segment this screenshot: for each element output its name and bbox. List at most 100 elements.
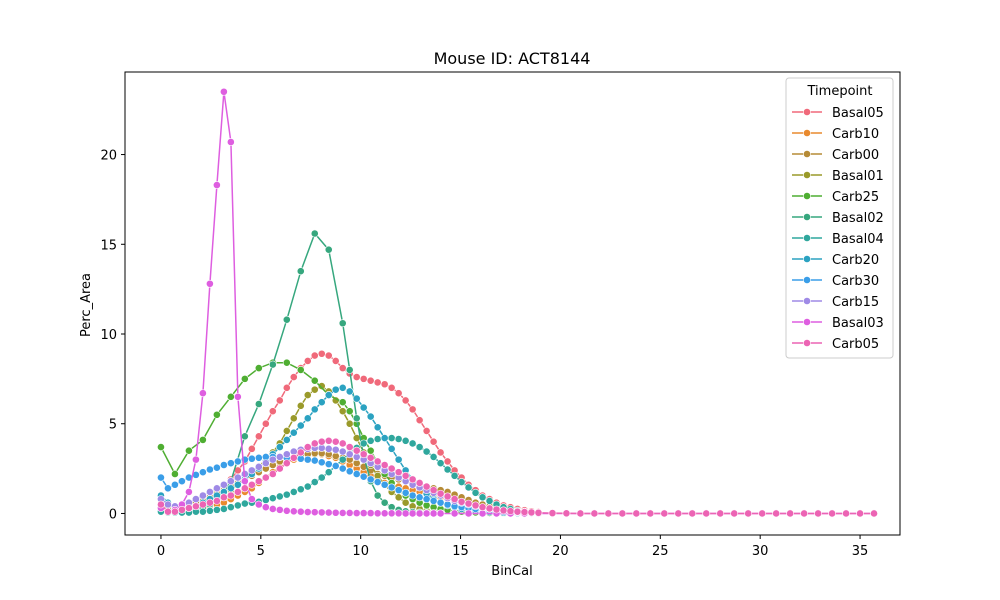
- data-point: [282, 358, 291, 367]
- data-point: [870, 509, 878, 518]
- data-point: [219, 87, 228, 96]
- data-point: [331, 508, 340, 517]
- data-point: [289, 453, 298, 462]
- data-point: [254, 432, 263, 441]
- data-point: [192, 502, 200, 511]
- data-point: [331, 462, 340, 470]
- data-point: [387, 464, 396, 473]
- data-point: [387, 434, 396, 442]
- data-point: [359, 450, 368, 459]
- data-point: [282, 435, 291, 444]
- data-point: [345, 419, 354, 428]
- data-point: [429, 509, 438, 518]
- data-point: [310, 351, 319, 360]
- data-point: [310, 478, 319, 486]
- data-point: [303, 414, 312, 423]
- legend-marker: [803, 318, 811, 326]
- data-point: [261, 496, 270, 504]
- data-point: [296, 421, 305, 430]
- data-point: [387, 483, 396, 492]
- data-point: [310, 508, 319, 517]
- data-point: [247, 495, 256, 504]
- data-point: [233, 457, 242, 466]
- data-point: [520, 508, 529, 516]
- legend-item: Carb30: [792, 274, 879, 289]
- data-point: [240, 432, 249, 441]
- data-point: [380, 380, 389, 389]
- data-point: [338, 319, 347, 328]
- data-point: [296, 485, 305, 494]
- data-point: [415, 493, 424, 502]
- data-point: [618, 509, 627, 518]
- legend-marker: [803, 150, 811, 158]
- data-point: [240, 484, 249, 493]
- data-point: [478, 493, 487, 502]
- data-point: [338, 455, 347, 464]
- data-point: [254, 500, 263, 509]
- data-point: [408, 491, 417, 500]
- legend-item: Carb20: [792, 253, 879, 268]
- data-point: [247, 466, 256, 475]
- data-point: [178, 505, 186, 514]
- data-point: [352, 373, 361, 381]
- data-point: [331, 385, 340, 394]
- data-point: [345, 467, 354, 476]
- data-point: [387, 444, 396, 453]
- data-point: [457, 478, 466, 486]
- data-point: [422, 495, 431, 504]
- data-point: [534, 508, 543, 517]
- data-point: [401, 488, 410, 497]
- data-point: [730, 509, 739, 518]
- data-point: [352, 414, 361, 423]
- data-point: [415, 443, 424, 451]
- data-point: [422, 509, 431, 518]
- data-point: [408, 439, 417, 448]
- data-point: [289, 373, 298, 381]
- data-point: [674, 509, 683, 518]
- data-point: [324, 460, 333, 469]
- legend-title: Timepoint: [807, 84, 873, 99]
- data-point: [226, 503, 235, 512]
- data-point: [380, 498, 389, 507]
- data-point: [660, 509, 669, 518]
- data-point: [828, 509, 836, 518]
- data-point: [464, 499, 473, 508]
- legend-label: Basal03: [832, 316, 884, 331]
- data-point: [324, 245, 333, 254]
- data-point: [205, 279, 214, 288]
- data-point: [471, 501, 480, 510]
- data-point: [499, 506, 508, 515]
- data-point: [506, 507, 515, 516]
- legend-item: Basal01: [792, 169, 884, 184]
- data-point: [345, 450, 354, 459]
- data-point: [164, 484, 172, 493]
- data-point: [157, 473, 165, 482]
- data-point: [233, 480, 242, 489]
- data-point: [282, 383, 291, 392]
- data-point: [429, 453, 438, 461]
- data-point: [373, 435, 382, 443]
- legend-marker: [803, 276, 811, 284]
- data-point: [268, 407, 277, 416]
- data-point: [226, 491, 235, 500]
- data-point: [485, 497, 494, 505]
- data-point: [401, 436, 410, 445]
- data-point: [219, 480, 228, 489]
- data-point: [338, 383, 347, 392]
- data-point: [296, 365, 305, 374]
- legend-marker: [803, 339, 811, 347]
- data-point: [394, 435, 403, 443]
- data-point: [380, 509, 389, 518]
- data-point: [436, 459, 445, 468]
- data-point: [394, 486, 403, 495]
- data-point: [185, 504, 193, 512]
- legend-item: Basal05: [792, 106, 884, 121]
- legend-marker: [803, 255, 811, 263]
- data-point: [233, 501, 242, 510]
- data-point: [562, 509, 571, 518]
- data-point: [366, 475, 375, 484]
- data-point: [345, 509, 354, 517]
- data-point: [198, 468, 207, 477]
- data-point: [282, 506, 291, 515]
- data-point: [408, 475, 417, 484]
